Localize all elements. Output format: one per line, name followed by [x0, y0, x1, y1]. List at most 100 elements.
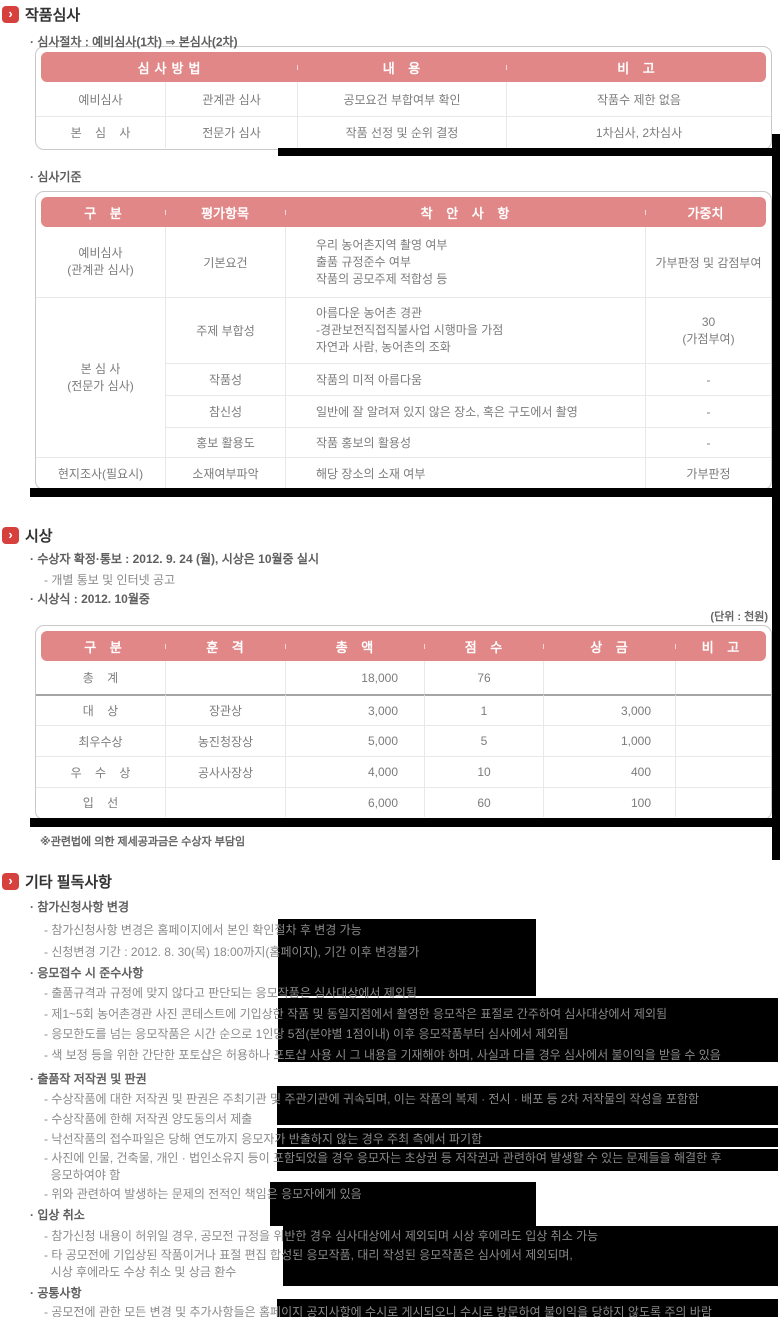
table-cell: 공모요건 부합여부 확인 — [297, 82, 506, 116]
notes-line: - 참가신청 내용이 허위일 경우, 공모전 규정을 위반한 경우 심사대상에서… — [44, 1229, 599, 1243]
header-honor: 훈 격 — [165, 637, 285, 656]
header-remark: 비 고 — [506, 58, 766, 77]
table-cell: 6,000 — [285, 787, 424, 817]
table-cell: 30 (가점부여) — [645, 297, 771, 363]
table-cell: 우리 농어촌지역 촬영 여부 출품 규정준수 여부 작품의 공모주제 적합성 등 — [285, 227, 645, 297]
table-cell: 해당 장소의 소재 여부 — [285, 457, 645, 489]
section-title-judging: 작품심사 — [25, 7, 81, 24]
notes-subheading: · 참가신청사항 변경 — [30, 900, 129, 914]
table-cell: 5 — [424, 725, 543, 756]
table-cell: 1,000 — [543, 725, 675, 756]
table-shadow-bar — [278, 148, 780, 156]
table-cell-group: 현지조사(필요시) — [36, 457, 165, 489]
table-cell: 홍보 활용도 — [165, 427, 285, 457]
table-cell: 1 — [424, 694, 543, 725]
table-shadow-bar — [30, 488, 778, 497]
table-cell — [675, 661, 771, 694]
table-body: 예비심사 관계관 심사 공모요건 부합여부 확인 작품수 제한 없음 본 심 사… — [36, 82, 771, 148]
criteria-label: · 심사기준 — [30, 170, 82, 184]
section-chevron-icon: › — [2, 527, 19, 544]
notes-subheading: · 공통사항 — [30, 1286, 82, 1300]
header-content: 내 용 — [297, 58, 506, 77]
notes-line: - 위와 관련하여 발생하는 문제의 전적인 책임은 응모자에게 있음 — [44, 1187, 362, 1201]
table-cell: 총 계 — [82, 671, 119, 685]
notes-line: - 제1~5회 농어촌경관 사진 콘테스트에 기입상한 작품 및 동일지점에서 … — [44, 1007, 668, 1021]
table-cell: 대 상 — [36, 694, 165, 725]
table-cell: 작품 홍보의 활용성 — [285, 427, 645, 457]
header-method: 심사방법 — [137, 60, 206, 76]
redaction-box — [283, 1226, 778, 1286]
notes-subheading: · 출품작 저작권 및 판권 — [30, 1072, 147, 1086]
redaction-box — [278, 919, 536, 996]
notes-line: - 색 보정 등을 위한 간단한 포토샵은 허용하나 포토샵 사용 시 그 내용… — [44, 1048, 721, 1062]
table-cell: 작품 선정 및 순위 결정 — [297, 116, 506, 148]
redaction-box — [270, 1182, 536, 1226]
notes-line: - 공모전에 관한 모든 변경 및 추가사항들은 홈페이지 공지사항에 수시로 … — [44, 1305, 712, 1317]
table-cell — [543, 661, 675, 694]
table-shadow-bar — [30, 818, 778, 827]
notes-line: - 신청변경 기간 : 2012. 8. 30(목) 18:00까지(홈페이지)… — [44, 945, 420, 959]
table-cell: 가부판정 및 감점부여 — [645, 227, 771, 297]
table-cell: 60 — [424, 787, 543, 817]
table-cell: 공사사장상 — [165, 756, 285, 787]
table-cell: 예비심사 — [78, 92, 123, 107]
table-body: 예비심사 (관계관 심사) 기본요건 우리 농어촌지역 촬영 여부 출품 규정준… — [36, 227, 771, 489]
award-notice-line: · 수상자 확정·통보 : 2012. 9. 24 (월), 시상은 10월중 … — [30, 552, 319, 566]
notes-line: - 참가신청사항 변경은 홈페이지에서 본인 확인절차 후 변경 가능 — [44, 923, 362, 937]
notes-line: - 낙선작품의 접수파일은 당해 연도까지 응모자가 반출하지 않는 경우 주최… — [44, 1132, 483, 1146]
header-item: 평가항목 — [165, 203, 285, 222]
header-total: 총 액 — [285, 637, 424, 656]
notes-line: - 응모한도를 넘는 응모작품은 시간 순으로 1인당 5점(분야별 1점이내)… — [44, 1027, 569, 1041]
table-cell: 본 심 사 — [36, 116, 165, 148]
table-cell: 작품수 제한 없음 — [506, 82, 771, 116]
table-cell: 주제 부합성 — [165, 297, 285, 363]
judging-criteria-table: 구 분 평가항목 착 안 사 항 가중치 예비심사 (관계관 심사) 기본요건 … — [35, 191, 772, 490]
section-chevron-icon: › — [2, 873, 19, 890]
table-cell: 400 — [543, 756, 675, 787]
table-cell: - — [645, 363, 771, 395]
notes-line: - 수상작품에 대한 저작권 및 판권은 주최기관 및 주관기관에 귀속되며, … — [44, 1092, 700, 1106]
table-header-row: 구 분 평가항목 착 안 사 항 가중치 — [41, 197, 766, 227]
header-points: 착 안 사 항 — [285, 203, 645, 222]
judging-method-table: 심사방법 내 용 비 고 예비심사 관계관 심사 공모요건 부합여부 확인 작품… — [35, 46, 772, 150]
table-cell: 5,000 — [285, 725, 424, 756]
tax-footnote: ※관련법에 의한 제세공과금은 수상자 부담임 — [40, 836, 246, 848]
table-cell: 76 — [424, 661, 543, 694]
table-cell — [165, 787, 285, 817]
table-cell: 4,000 — [285, 756, 424, 787]
notes-line: - 수상작품에 한해 저작권 양도동의서 제출 — [44, 1112, 253, 1126]
table-cell — [675, 725, 771, 756]
header-count: 점 수 — [424, 637, 543, 656]
table-cell: 기본요건 — [165, 227, 285, 297]
section-title-notes: 기타 필독사항 — [25, 874, 112, 891]
table-cell: 100 — [543, 787, 675, 817]
table-cell: 장관상 — [165, 694, 285, 725]
table-cell: 3,000 — [543, 694, 675, 725]
header-category: 구 분 — [84, 205, 127, 221]
table-cell: 소재여부파악 — [165, 457, 285, 489]
section-chevron-icon: › — [2, 6, 19, 23]
right-edge-black-strip — [772, 134, 780, 860]
table-cell: 우 수 상 — [36, 756, 165, 787]
table-cell: 가부판정 — [645, 457, 771, 489]
table-cell: - — [645, 395, 771, 427]
header-prize: 상 금 — [543, 637, 675, 656]
table-header-row: 심사방법 내 용 비 고 — [41, 52, 766, 82]
table-cell: 관계관 심사 — [165, 82, 297, 116]
table-cell — [165, 661, 285, 694]
redaction-box — [277, 1149, 778, 1171]
notes-line: - 사진에 인물, 건축물, 개인 · 법인소유지 등이 포함되었을 경우 응모… — [44, 1151, 722, 1182]
table-cell: 3,000 — [285, 694, 424, 725]
award-notice-line: - 개별 통보 및 인터넷 공고 — [44, 573, 176, 587]
table-cell: 작품성 — [165, 363, 285, 395]
header-weight: 가중치 — [645, 203, 766, 222]
section-title-awards: 시상 — [25, 528, 53, 545]
table-cell: 농진청장상 — [165, 725, 285, 756]
table-cell — [675, 694, 771, 725]
table-body: 총 계 18,000 76 대 상 장관상 3,000 1 3,000 최우수상… — [36, 661, 771, 817]
redaction-box — [277, 1128, 778, 1147]
table-cell — [675, 756, 771, 787]
table-cell-group: 예비심사 (관계관 심사) — [67, 246, 134, 277]
award-table: 구 분 훈 격 총 액 점 수 상 금 비 고 총 계 18,000 76 대 … — [35, 625, 772, 820]
table-cell: 18,000 — [285, 661, 424, 694]
